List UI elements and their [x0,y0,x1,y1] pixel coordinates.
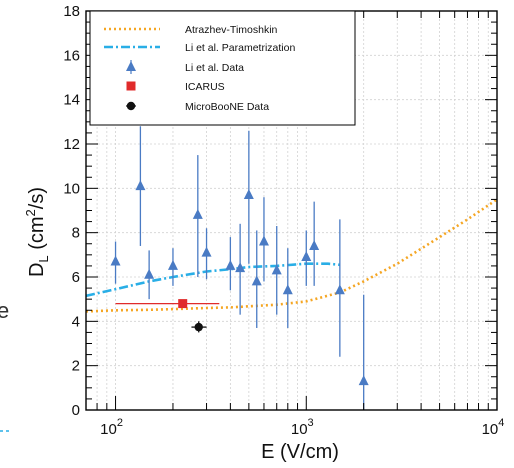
y-tick-label: 16 [63,47,80,64]
triangle-marker [135,180,146,191]
legend-entry: ICARUS [126,81,225,93]
data-point [235,223,246,315]
series-line-li-et-al-parametrization [86,262,341,298]
triangle-marker [144,268,155,279]
y-tick-label: 6 [72,269,80,286]
data-point [225,237,236,291]
triangle-marker [258,235,269,246]
x-tick-label-exponent: 3 [308,417,314,429]
x-tick-label: 103 [291,417,314,438]
data-point [201,228,212,280]
y-tick-label: 8 [72,225,80,242]
data-point [144,250,155,300]
data-point [271,226,282,315]
x-axis-title: E (V/cm) [261,441,339,463]
y-axis-title-end: /s) [26,187,48,209]
x-tick-label-exponent: 4 [498,417,504,429]
data-points [110,126,369,410]
legend-entry: Li et al. Parametrization [104,42,295,54]
legend-label: Atrazhev-Timoshkin [185,24,278,36]
triangle-marker [225,259,236,270]
data-point [243,130,254,264]
square-marker [178,299,188,309]
y-tick-label: 2 [72,358,80,375]
legend-label: ICARUS [185,81,225,93]
legend-label: MicroBooNE Data [185,101,269,113]
data-point [115,299,220,309]
data-point [191,321,207,333]
y-axis-title-rest: (cm [26,216,48,255]
data-point [258,197,269,282]
legend-entry: MicroBooNE Data [126,101,269,113]
triangle-marker [167,259,178,270]
y-axis-title-main: D [26,263,48,277]
data-point [309,201,320,286]
side-fragment-glyph: e [0,298,9,323]
circle-marker [194,322,203,332]
y-tick-label: 18 [63,3,80,20]
circle-marker [126,101,136,111]
data-point [135,126,146,246]
data-point [192,155,203,277]
triangle-marker [192,208,203,219]
legend-label: Li et al. Data [185,62,244,74]
data-point [334,219,345,357]
square-marker [126,81,136,91]
y-axis-title-sub: L [36,255,51,262]
x-tick-label-base: 10 [291,421,308,438]
x-tick-label-exponent: 2 [117,417,123,429]
data-point [282,248,293,328]
x-tick-label-base: 10 [482,421,499,438]
triangle-marker [358,375,369,386]
axis-ticks [85,10,498,411]
x-tick-label: 102 [100,417,123,438]
y-axis-title: DL (cm2/s) [23,187,51,277]
y-tick-label: 12 [63,136,80,153]
triangle-marker [271,264,282,275]
y-tick-label: 10 [63,180,80,197]
data-point [251,230,262,328]
triangle-marker [334,284,345,295]
triangle-marker [201,246,212,257]
triangle-marker [243,188,254,199]
legend-label: Li et al. Parametrization [185,42,295,54]
y-tick-label: 0 [72,402,80,419]
triangle-marker [251,275,262,286]
legend-entry: Li et al. Data [126,60,244,74]
triangle-marker [235,262,246,273]
y-axis-title-sup: 2 [23,209,38,216]
legend: Atrazhev-Timoshkin Li et al. Parametrizat… [89,10,356,126]
data-point [358,294,369,410]
data-point [110,241,121,284]
y-tick-label: 14 [63,92,80,109]
y-tick-label: 4 [72,313,80,330]
triangle-marker [282,284,293,295]
triangle-marker [309,239,320,250]
triangle-marker [126,61,136,71]
x-tick-label-base: 10 [100,421,117,438]
triangle-marker [301,251,312,262]
triangle-marker [110,255,121,266]
data-point [301,230,312,286]
x-tick-label: 104 [482,417,505,438]
legend-entry: Atrazhev-Timoshkin [104,24,278,36]
data-point [167,248,178,286]
